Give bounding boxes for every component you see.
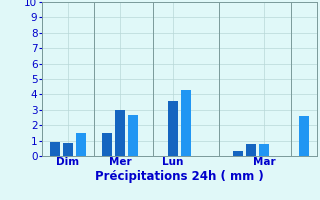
- Bar: [168, 101, 178, 156]
- Bar: [260, 144, 269, 156]
- Bar: [115, 110, 125, 156]
- X-axis label: Précipitations 24h ( mm ): Précipitations 24h ( mm ): [95, 170, 264, 183]
- Bar: [63, 143, 73, 156]
- Bar: [233, 151, 243, 156]
- Bar: [128, 115, 138, 156]
- Bar: [102, 133, 112, 156]
- Bar: [181, 90, 191, 156]
- Bar: [299, 116, 308, 156]
- Bar: [50, 142, 60, 156]
- Bar: [76, 133, 86, 156]
- Bar: [246, 144, 256, 156]
